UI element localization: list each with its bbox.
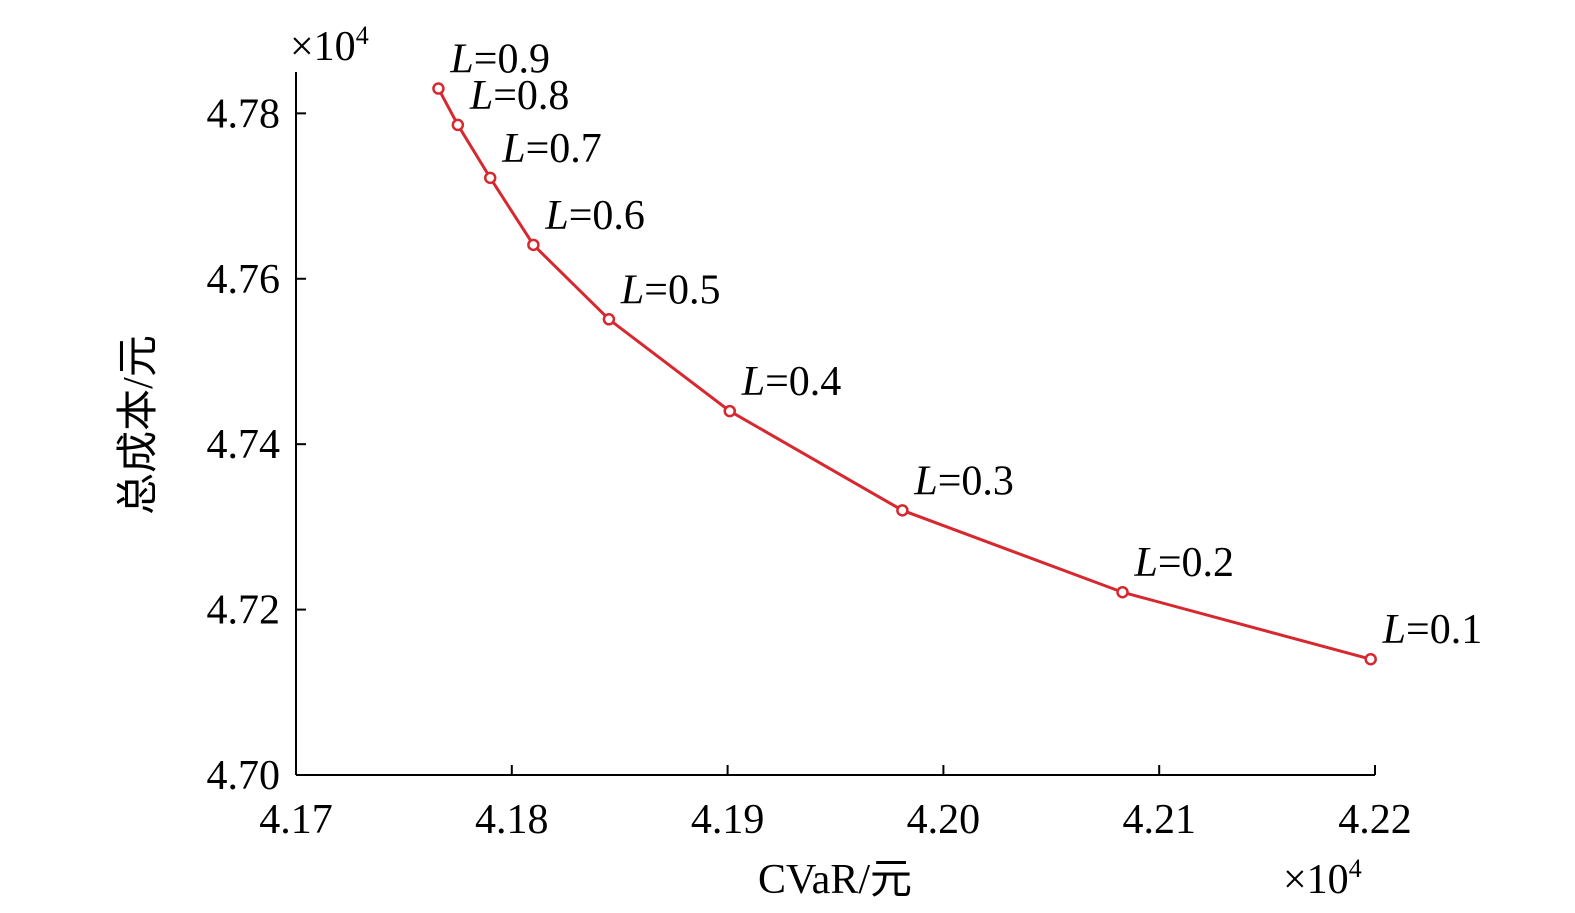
data-point	[1116, 585, 1129, 599]
x-tick-label: 4.17	[259, 797, 333, 843]
point-label: L=0.1	[1382, 607, 1483, 653]
y-ticks: 4.70 4.72 4.74 4.76 4.78	[207, 91, 306, 799]
y-axis-title: 总成本/元	[116, 335, 162, 515]
data-point	[483, 171, 497, 185]
point-label: L=0.7	[501, 126, 602, 172]
x-tick-label: 4.19	[691, 797, 765, 843]
x-ticks: 4.17 4.18 4.19 4.20 4.21 4.22	[259, 765, 1412, 843]
point-label: L=0.4	[741, 359, 842, 405]
data-point	[432, 82, 445, 95]
x-tick-label: 4.22	[1338, 797, 1412, 843]
data-point	[527, 238, 540, 252]
series-layer	[432, 82, 1377, 666]
point-label: L=0.2	[1134, 540, 1235, 586]
y-tick-label: 4.70	[207, 753, 281, 799]
point-labels: L=0.9L=0.8 L=0.7 L=0.6 L=0.5 L=0.4 L=0.3 L=0.2…	[449, 37, 1482, 654]
point-label: L=0.6	[544, 193, 645, 239]
x-axis-multiplier: ×104	[1283, 854, 1362, 903]
data-point	[723, 404, 737, 418]
y-tick-label: 4.72	[207, 588, 281, 634]
x-tick-label: 4.20	[907, 797, 981, 843]
point-label: L=0.3	[913, 458, 1014, 504]
point-label: L=0.9	[449, 37, 550, 83]
y-axis-multiplier: ×104	[290, 21, 369, 70]
point-label: L=0.8	[469, 73, 570, 119]
x-axis-title: CVaR/元	[758, 857, 912, 903]
x-tick-label: 4.18	[475, 797, 549, 843]
point-label: L=0.5	[620, 267, 721, 313]
y-tick-label: 4.74	[207, 422, 281, 468]
data-point	[1364, 652, 1377, 666]
data-point	[602, 313, 616, 326]
y-tick-label: 4.76	[207, 257, 281, 303]
x-tick-label: 4.21	[1122, 797, 1196, 843]
y-tick-label: 4.78	[207, 91, 281, 137]
data-point	[896, 504, 909, 517]
data-point	[451, 118, 465, 132]
